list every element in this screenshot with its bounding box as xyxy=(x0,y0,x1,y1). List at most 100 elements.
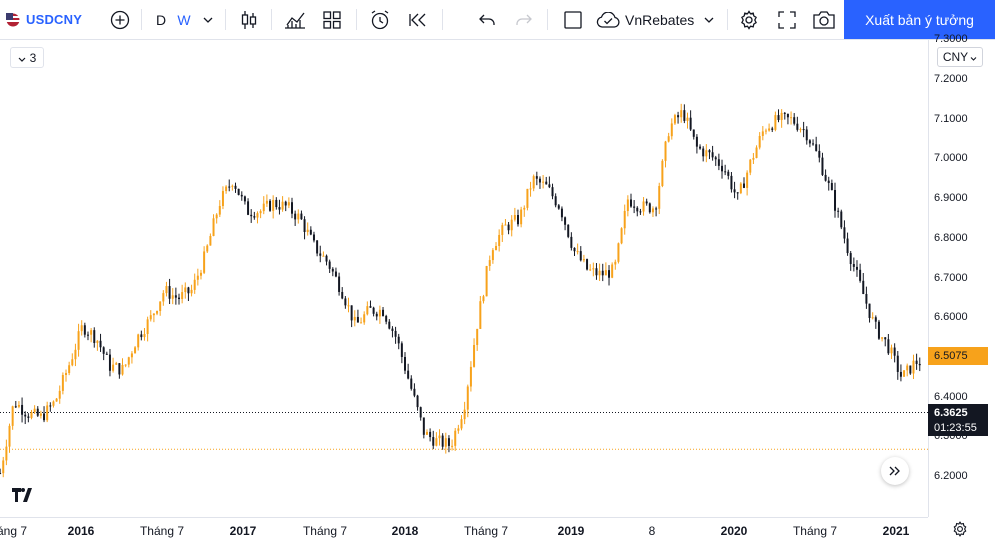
candle-body xyxy=(501,225,504,235)
candle xyxy=(510,215,513,237)
candle-body xyxy=(121,364,124,375)
candle-body xyxy=(736,192,739,194)
candle xyxy=(215,213,218,224)
candle xyxy=(454,428,457,451)
time-axis[interactable] xyxy=(0,517,928,545)
candle-body xyxy=(14,406,17,408)
candle xyxy=(347,297,350,313)
candle xyxy=(473,338,476,368)
candle-body xyxy=(746,172,749,188)
candle-body xyxy=(278,207,281,210)
candle-body xyxy=(112,364,115,371)
candle xyxy=(805,126,808,145)
candle-body xyxy=(827,180,830,184)
candle xyxy=(212,214,215,237)
candle-body xyxy=(840,211,843,228)
candle-body xyxy=(269,200,272,211)
candle xyxy=(918,357,921,372)
candle-body xyxy=(272,199,275,211)
candle-body xyxy=(664,141,667,161)
candle xyxy=(328,259,331,274)
candle-body xyxy=(2,460,5,474)
candle xyxy=(366,301,369,316)
candle xyxy=(708,149,711,160)
layouts-button[interactable] xyxy=(318,0,346,39)
candle xyxy=(262,196,265,215)
candle xyxy=(55,397,58,402)
candle xyxy=(331,267,334,277)
candle xyxy=(852,257,855,272)
alert-button[interactable] xyxy=(366,0,394,39)
candle-body xyxy=(21,404,24,415)
candle xyxy=(915,353,918,370)
candle-body xyxy=(372,307,375,314)
candle-body xyxy=(137,334,140,348)
candle xyxy=(278,199,281,215)
crosshair-price-tag: 6.3625 01:23:55 xyxy=(928,404,988,436)
replay-button[interactable] xyxy=(404,0,432,39)
candle-body xyxy=(692,129,695,137)
resolution-w-button[interactable]: W xyxy=(177,11,191,28)
candle-body xyxy=(49,405,52,407)
compare-add-button[interactable] xyxy=(107,0,133,39)
candle-body xyxy=(761,131,764,136)
snapshot-button[interactable] xyxy=(810,0,838,39)
candle-body xyxy=(46,405,49,421)
publish-idea-button[interactable]: Xuất bản ý tưởng xyxy=(844,0,995,39)
candle xyxy=(441,433,444,450)
resolution-d-button[interactable]: D xyxy=(155,11,167,28)
candle-body xyxy=(859,269,862,281)
candle-body xyxy=(915,360,918,364)
chart-pane[interactable] xyxy=(0,40,928,517)
cloud-save-button[interactable]: VnRebates xyxy=(596,0,722,39)
candle xyxy=(287,197,290,209)
tradingview-logo[interactable] xyxy=(8,481,40,509)
candle-body xyxy=(491,250,494,261)
candle xyxy=(322,251,325,257)
candle-body xyxy=(799,129,802,131)
redo-button[interactable] xyxy=(511,0,537,39)
candle xyxy=(39,410,42,419)
candle xyxy=(463,401,466,425)
candle-body xyxy=(695,136,698,147)
symbol-search-button[interactable]: USDCNY xyxy=(6,0,106,39)
candle-body xyxy=(871,317,874,319)
legend-toggle[interactable]: 3 xyxy=(10,47,44,68)
candle-body xyxy=(598,270,601,276)
candle xyxy=(165,281,168,297)
candle xyxy=(523,205,526,217)
candle xyxy=(526,188,529,211)
candle xyxy=(786,113,789,125)
candle xyxy=(799,127,802,133)
candle-body xyxy=(466,386,469,410)
candle xyxy=(837,207,840,218)
settings-button[interactable] xyxy=(735,0,763,39)
candle-body xyxy=(881,337,884,339)
candle-body xyxy=(425,431,428,435)
currency-select[interactable]: CNY xyxy=(937,47,983,67)
resolution-dropdown[interactable] xyxy=(199,0,217,39)
fullscreen-button[interactable] xyxy=(773,0,801,39)
undo-button[interactable] xyxy=(474,0,500,39)
candle-body xyxy=(523,207,526,210)
candle-body xyxy=(570,236,573,248)
indicators-button[interactable] xyxy=(281,0,309,39)
candle xyxy=(325,254,328,266)
price-axis[interactable] xyxy=(928,40,995,517)
candle xyxy=(843,220,846,244)
candle xyxy=(30,409,33,420)
candle-body xyxy=(441,435,444,447)
candle xyxy=(859,263,862,283)
chart-type-button[interactable] xyxy=(236,0,262,39)
candle xyxy=(102,346,105,361)
candle-body xyxy=(184,287,187,293)
candle xyxy=(265,194,268,207)
candle xyxy=(834,182,837,218)
candle xyxy=(382,307,385,317)
fullscreen-select-button[interactable] xyxy=(559,0,587,39)
candle-body xyxy=(309,229,312,235)
chart-settings-button[interactable] xyxy=(949,520,971,542)
scroll-to-realtime-button[interactable] xyxy=(881,457,909,485)
candle xyxy=(777,109,780,123)
candle xyxy=(143,327,146,341)
